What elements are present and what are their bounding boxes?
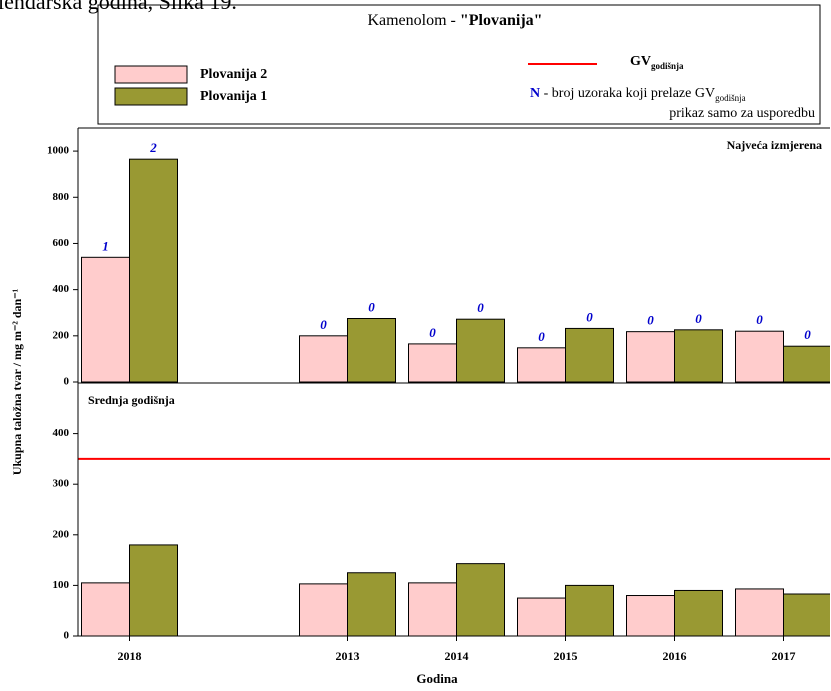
- bar: [299, 583, 348, 637]
- count-label: 0: [586, 309, 593, 324]
- x-tick-label: 2014: [445, 649, 469, 663]
- gv: GV: [630, 54, 651, 69]
- n-sub: godišnja: [715, 93, 746, 103]
- bar: [565, 584, 614, 637]
- bar: [456, 318, 505, 383]
- bar: [565, 327, 614, 383]
- n-text: - broj uzoraka koji prelaze GV: [540, 86, 715, 101]
- plot-area: [81, 158, 830, 637]
- legend-label: Plovanija 2: [200, 67, 267, 82]
- y-axis-label: Ukupna taložna tvar / mg m⁻² dan⁻¹: [10, 288, 24, 475]
- count-label: 0: [538, 329, 545, 344]
- bar: [408, 582, 457, 637]
- bar: [129, 158, 178, 383]
- n-mark: N: [530, 86, 540, 101]
- bar: [674, 329, 723, 383]
- x-tick-label: 2013: [336, 649, 360, 663]
- bar: [674, 589, 723, 637]
- legend-gv: GVgodišnja: [630, 54, 684, 71]
- bar: [626, 331, 675, 383]
- y-tick-label: 400: [53, 427, 70, 439]
- legend-title-prefix: Kamenolom -: [367, 12, 459, 29]
- y-tick-label: 600: [53, 237, 70, 249]
- y-tick-label: 300: [53, 478, 70, 490]
- legend-title-name: "Plovanija": [460, 12, 543, 29]
- bar: [347, 318, 396, 383]
- count-label: 0: [477, 300, 484, 315]
- bar: [81, 256, 130, 383]
- bar: [626, 595, 675, 637]
- bar: [81, 582, 130, 637]
- bar: [735, 330, 784, 383]
- legend-title: Kamenolom - "Plovanija": [367, 12, 542, 29]
- y-tick-label: 800: [53, 191, 70, 203]
- legend-label: Plovanija 1: [200, 89, 267, 104]
- legend-swatch: [114, 65, 188, 84]
- bar: [517, 597, 566, 637]
- bar: [347, 572, 396, 637]
- y-tick-label: 200: [53, 528, 70, 540]
- legend-note: prikaz samo za usporedbu: [669, 106, 815, 121]
- x-tick-label: 2016: [663, 649, 687, 663]
- panel-label: Najveća izmjerena: [727, 138, 822, 152]
- count-label: 0: [695, 311, 702, 326]
- bar: [456, 563, 505, 637]
- count-label: 2: [149, 140, 157, 155]
- y-tick-label: 200: [53, 329, 70, 341]
- x-tick-label: 2015: [554, 649, 578, 663]
- legend-n: N - broj uzoraka koji prelaze GVgodišnja: [530, 86, 746, 103]
- y-tick-label: 400: [53, 283, 70, 295]
- count-label: 0: [429, 325, 436, 340]
- y-tick-label: 0: [64, 630, 70, 642]
- bar: [783, 593, 830, 637]
- x-tick-label: 2017: [772, 649, 796, 663]
- count-label: 0: [756, 312, 763, 327]
- bar: [783, 345, 830, 383]
- bar: [408, 343, 457, 383]
- count-label: 0: [647, 313, 654, 328]
- count-label: 0: [368, 299, 375, 314]
- bar: [299, 335, 348, 383]
- panel-label: Srednja godišnja: [88, 393, 175, 407]
- x-axis-label: Godina: [416, 671, 458, 686]
- bar: [517, 347, 566, 383]
- y-tick-label: 0: [64, 376, 70, 388]
- gv-sub: godišnja: [651, 61, 684, 71]
- count-label: 0: [804, 327, 811, 342]
- count-label: 0: [320, 317, 327, 332]
- bar: [129, 544, 178, 637]
- caption: lendarska godina, Slika 19.: [0, 0, 237, 14]
- y-tick-label: 1000: [47, 145, 70, 157]
- legend-box: [97, 4, 821, 125]
- x-tick-label: 2018: [118, 649, 142, 663]
- count-label: 1: [102, 238, 109, 253]
- legend-swatch: [114, 87, 188, 106]
- y-tick-label: 100: [53, 579, 70, 591]
- bar: [735, 588, 784, 637]
